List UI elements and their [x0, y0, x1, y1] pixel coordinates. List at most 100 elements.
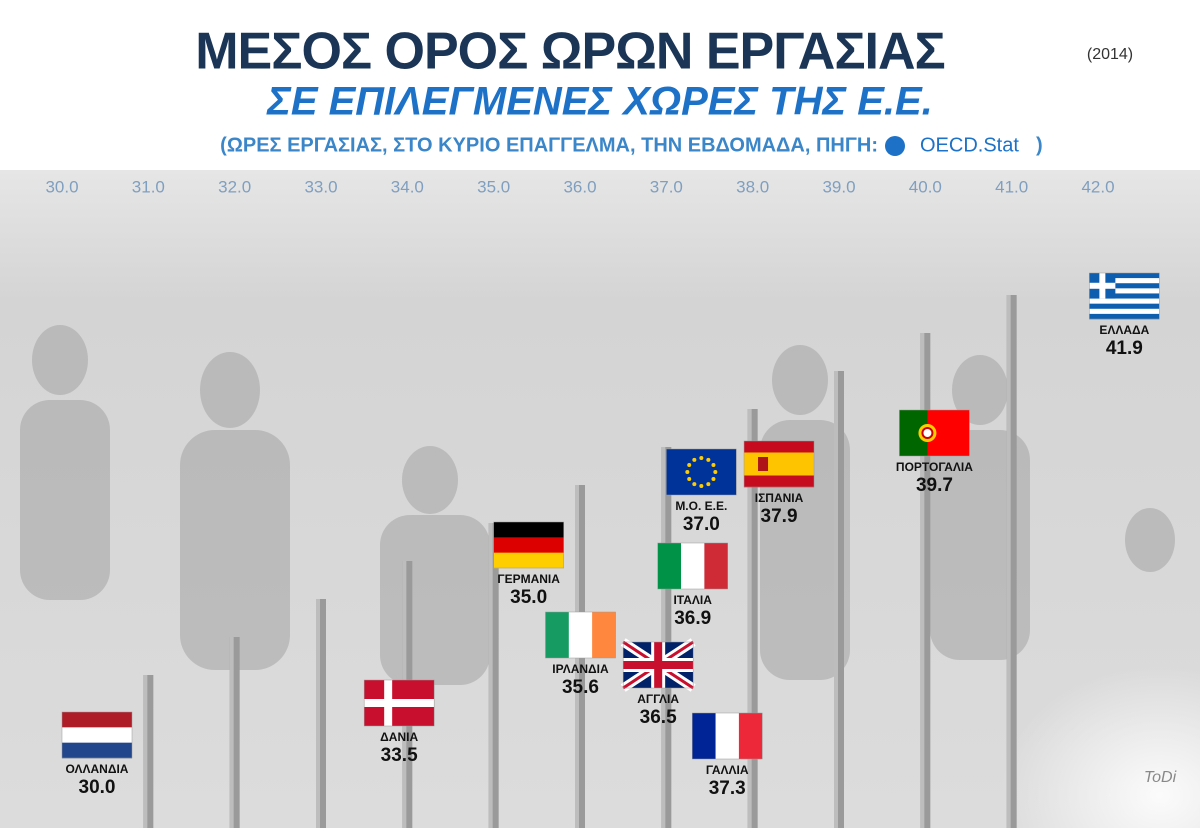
title-line-2: ΣΕ ΕΠΙΛΕΓΜΕΝΕΣ ΧΩΡΕΣ ΤΗΣ Ε.Ε.	[266, 80, 933, 124]
flag	[363, 679, 435, 727]
flag	[899, 409, 970, 457]
star	[713, 470, 718, 474]
stripe	[681, 543, 705, 589]
value-label: 30.0	[79, 777, 116, 798]
stripe	[744, 464, 815, 476]
flag	[657, 542, 728, 590]
stripe	[493, 552, 564, 569]
flag-border	[899, 409, 970, 457]
star	[706, 457, 711, 462]
pole	[143, 675, 154, 828]
star	[692, 457, 697, 462]
country-label: ΕΛΛΑΔΑ	[1099, 323, 1149, 337]
x-tick-label: 31.0	[132, 177, 165, 196]
stripe	[1089, 308, 1160, 315]
stripe	[744, 452, 815, 465]
tick-pole	[1006, 295, 1017, 828]
stripe	[62, 727, 132, 743]
flag	[620, 638, 696, 692]
x-tick-label: 35.0	[477, 177, 510, 196]
source: OECD.Stat	[920, 134, 1019, 156]
x-tick-label: 32.0	[218, 177, 251, 196]
flag-border	[743, 440, 815, 488]
star	[699, 484, 704, 488]
value-label: 36.9	[674, 608, 711, 629]
tick-pole	[834, 371, 844, 828]
stripe	[1089, 303, 1160, 310]
flag	[545, 611, 616, 659]
stripe	[1089, 273, 1160, 279]
tick-pole	[747, 409, 758, 828]
x-tick-label: 33.0	[304, 177, 337, 196]
value-label: 37.0	[683, 514, 720, 535]
pole	[488, 523, 499, 828]
flag-border	[622, 641, 694, 689]
flag	[1089, 272, 1160, 320]
flag	[743, 440, 815, 488]
country-label: ΔΑΝΙΑ	[380, 730, 418, 744]
star	[692, 482, 697, 487]
value-label: 39.7	[916, 475, 953, 496]
pole	[661, 447, 672, 828]
stripe	[1089, 293, 1160, 299]
flag-border	[545, 611, 616, 659]
stripe	[1089, 298, 1160, 304]
stripe	[1089, 288, 1160, 294]
country-label: ΓΑΛΛΙΑ	[706, 763, 749, 777]
signature: ToDi	[1144, 769, 1177, 786]
year: (2014)	[1087, 46, 1133, 63]
pole-shade	[316, 599, 320, 828]
pole	[834, 371, 844, 828]
x-tick-label: 37.0	[650, 177, 683, 196]
stripe	[1089, 313, 1160, 320]
stripe	[545, 612, 570, 658]
stripe	[692, 713, 716, 759]
value-label: 36.5	[640, 707, 677, 728]
subtitle: (ΩΡΕΣ ΕΡΓΑΣΙΑΣ, ΣΤΟ ΚΥΡΙΟ ΕΠΑΓΓΕΛΜΑ, ΤΗΝ…	[220, 134, 878, 156]
x-tick-label: 40.0	[909, 177, 942, 196]
tick-pole	[143, 675, 154, 828]
stripe	[657, 543, 682, 589]
flag-border	[1089, 272, 1160, 320]
x-tick-label: 39.0	[822, 177, 855, 196]
country-label: ΙΡΛΑΝΔΙΑ	[552, 662, 609, 676]
country-label: ΙΣΠΑΝΙΑ	[755, 491, 804, 505]
flag-border	[657, 542, 728, 590]
pole-shade	[920, 333, 925, 828]
country-label: ΑΓΓΛΙΑ	[637, 692, 679, 706]
value-label: 37.3	[709, 778, 746, 799]
f	[666, 449, 737, 495]
x-tick-label: 41.0	[995, 177, 1028, 196]
header-bg	[0, 0, 1200, 170]
pole-shade	[1006, 295, 1011, 828]
pole-shade	[747, 409, 752, 828]
f	[364, 699, 435, 707]
stripe	[744, 441, 815, 453]
tick-pole	[661, 447, 672, 828]
star	[711, 477, 716, 481]
flag-border	[666, 448, 737, 496]
flag-border	[691, 712, 763, 760]
stripe	[493, 522, 564, 538]
pole	[229, 637, 240, 828]
stripe	[704, 543, 728, 589]
stripe	[1089, 278, 1160, 284]
stripe	[715, 713, 740, 759]
x-tick-label: 30.0	[45, 177, 78, 196]
flag-border	[61, 711, 133, 759]
pole	[747, 409, 758, 828]
pole	[920, 333, 931, 828]
stripe	[62, 712, 132, 728]
f	[921, 427, 934, 439]
pole-shade	[229, 637, 234, 828]
stripe	[62, 742, 132, 759]
country-label: ΟΛΛΑΝΔΙΑ	[66, 762, 129, 776]
tick-pole	[920, 333, 931, 828]
f	[623, 642, 694, 688]
stripe	[738, 713, 763, 759]
star	[699, 456, 704, 460]
tick-pole	[488, 523, 499, 828]
pole-shade	[488, 523, 493, 828]
country-label: ΙΤΑΛΙΑ	[673, 593, 712, 607]
